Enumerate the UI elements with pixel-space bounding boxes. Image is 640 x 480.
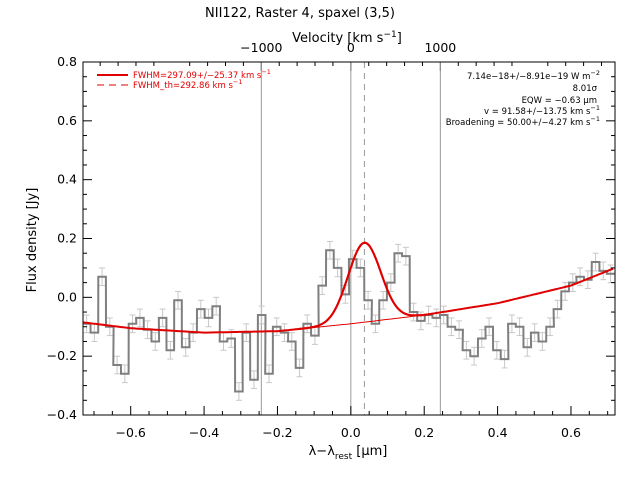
top-tick-label: 0 [347,40,355,55]
x-tick-label: 0.6 [561,425,581,440]
y-tick-label: 0.8 [57,54,77,69]
fit-annotations: 7.14e−18+/−8.91e−19 W m−2 8.01σ EQW = −0… [446,69,600,128]
y-tick-label: 0.4 [57,172,77,187]
top-axis-label-sup: −1 [383,30,396,40]
y-tick-label: 0.6 [57,113,77,128]
y-tick-label: 0.0 [57,289,77,304]
x-tick-label: −0.4 [189,425,219,440]
legend: FWHM=297.09+/−25.37 km s−1 FWHM_th=292.8… [97,68,271,91]
x-tick-labels: −0.6 −0.4 −0.2 0.0 0.2 0.4 0.6 [116,425,581,440]
top-axis-label-main: Velocity [km s [292,31,384,46]
annotation-eqw: EQW = −0.63 μm [522,96,597,106]
x-axis-title: λ−λrest [μm] [309,444,388,462]
x-tick-label: 0.4 [488,425,508,440]
annotation-flux: 7.14e−18+/−8.91e−19 W m−2 [467,69,600,82]
legend-label-fwhm: FWHM=297.09+/−25.37 km s−1 [133,68,271,81]
y-tick-labels: −0.4 −0.2 0.0 0.2 0.4 0.6 0.8 [47,54,77,422]
axes-ticks [83,61,615,416]
x-tick-label: −0.6 [116,425,146,440]
annotation-significance: 8.01σ [573,84,598,94]
x-tick-label: 0.0 [341,425,361,440]
svg-text:λ−λrest [μm]: λ−λrest [μm] [309,444,388,462]
annotation-velocity: v = 91.58+/−13.75 km s−1 [484,104,600,117]
top-tick-label: −1000 [240,40,282,55]
velocity-reference-lines [260,62,441,415]
y-tick-label: 0.2 [57,231,77,246]
annotation-broadening: Broadening = 50.00+/−4.27 km s−1 [446,115,600,128]
x-tick-label: −0.2 [262,425,292,440]
top-tick-label: 1000 [424,40,456,55]
y-axis-title: Flux density [Jy] [25,188,40,293]
chart-title: NII122, Raster 4, spaxel (3,5) [205,6,395,21]
y-tick-label: −0.2 [47,348,77,363]
spectrum-series [82,249,615,393]
top-axis-label-end: ] [397,31,402,46]
x-tick-label: 0.2 [414,425,434,440]
top-axis-title: Velocity [km s−1] [292,30,402,46]
y-tick-label: −0.4 [47,407,77,422]
svg-text:Velocity [km s−1]: Velocity [km s−1] [292,30,402,46]
legend-label-fwhm-th: FWHM_th=292.86 km s−1 [133,78,242,91]
full-fit-series [82,241,614,334]
